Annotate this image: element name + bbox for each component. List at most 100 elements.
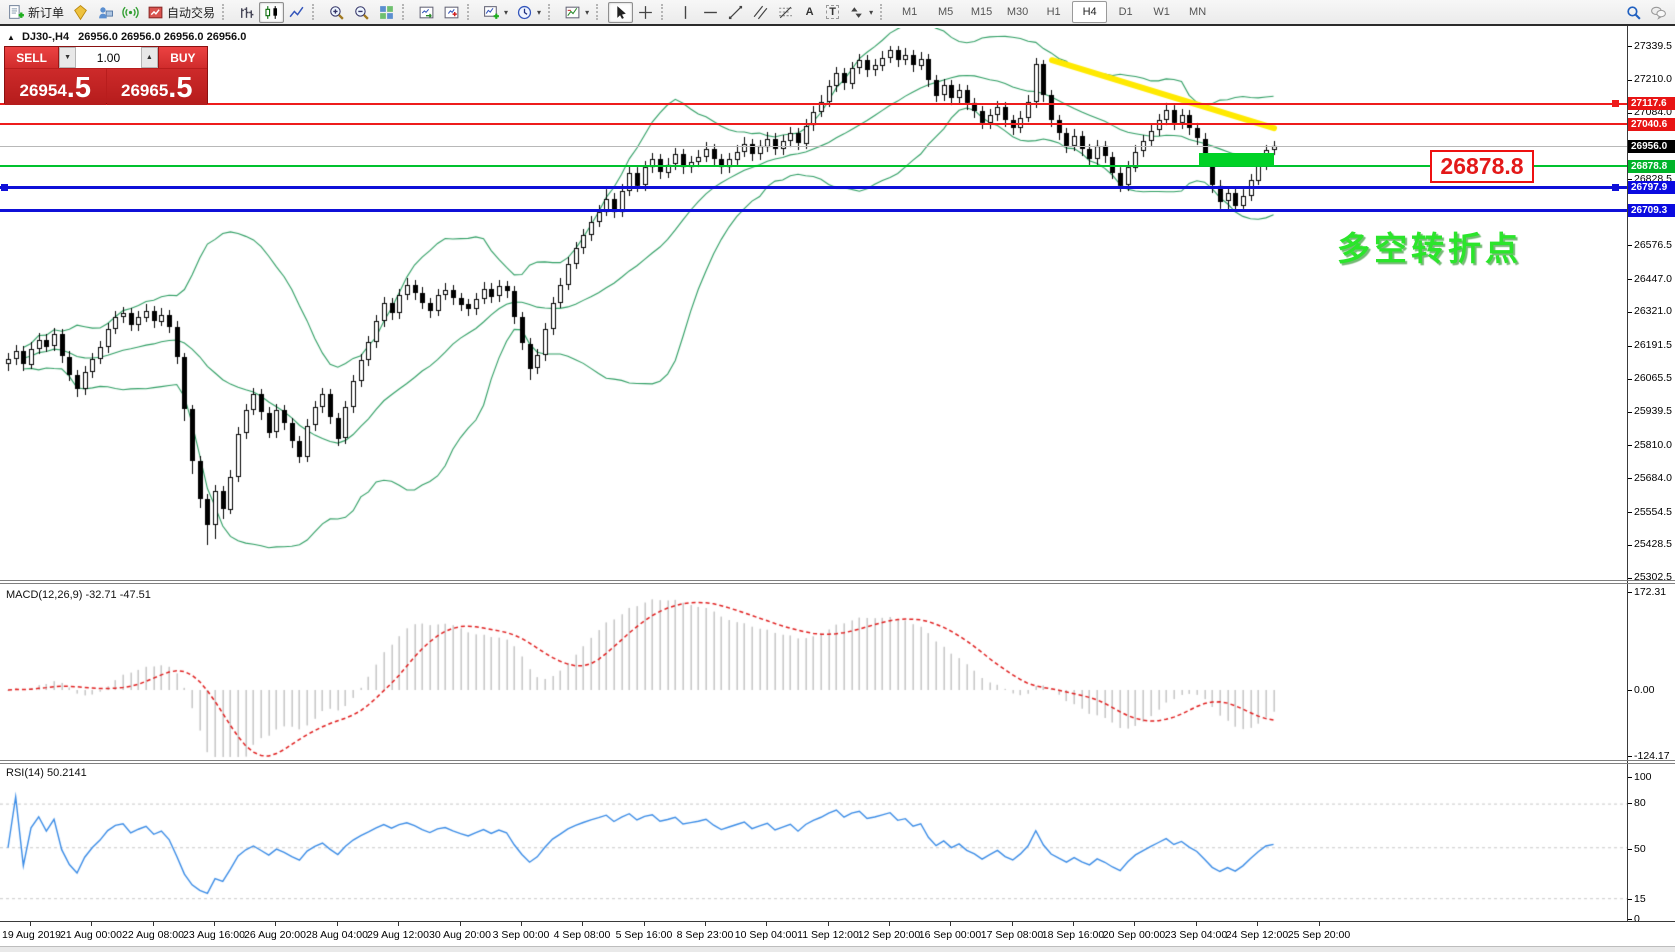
chart-area[interactable]: ▲ DJ30-,H4 26956.0 26956.0 26956.0 26956… (0, 26, 1675, 951)
time-label[interactable]: 23 Sep 04:00 (1165, 929, 1227, 941)
chat-button[interactable] (1646, 2, 1671, 23)
timeframe-m5[interactable]: M5 (928, 1, 963, 23)
vertical-line-button[interactable] (673, 2, 698, 23)
rsi-canvas[interactable] (0, 764, 1627, 920)
zoom-in-button[interactable] (324, 2, 349, 23)
time-label[interactable]: 24 Sep 12:00 (1226, 929, 1288, 941)
price-tick-label: 25554.5 (1634, 506, 1672, 518)
time-label[interactable]: 25 Sep 20:00 (1288, 929, 1350, 941)
time-label[interactable]: 3 Sep 00:00 (493, 929, 550, 941)
collapse-icon[interactable]: ▲ (7, 33, 15, 42)
community-button[interactable] (93, 2, 118, 23)
periods-button[interactable]: ▾ (512, 2, 545, 23)
time-label[interactable]: 26 Aug 20:00 (244, 929, 306, 941)
new-order-button[interactable]: 新订单 (4, 2, 68, 23)
time-label[interactable]: 21 Aug 00:00 (60, 929, 122, 941)
time-label[interactable]: 22 Aug 08:00 (122, 929, 184, 941)
time-label[interactable]: 18 Sep 16:00 (1042, 929, 1104, 941)
horizontal-line-26956[interactable] (0, 146, 1627, 147)
sell-price[interactable]: 26954 .5 (5, 69, 106, 105)
panel-separator[interactable] (0, 583, 1675, 584)
zoom-out-icon (353, 4, 370, 21)
time-tick (828, 922, 829, 926)
toolbar-grip (548, 4, 557, 20)
cursor-button[interactable] (608, 2, 633, 23)
chart-shift-button[interactable] (439, 2, 464, 23)
panel-separator[interactable] (0, 760, 1675, 761)
time-label[interactable]: 19 Aug 2019 (2, 929, 61, 941)
time-label[interactable]: 23 Aug 16:00 (183, 929, 245, 941)
horizontal-line-26709.3[interactable] (0, 209, 1627, 212)
time-label[interactable]: 20 Sep 00:00 (1103, 929, 1165, 941)
text-label-button[interactable]: T (821, 2, 844, 23)
templates-button[interactable]: ▾ (560, 2, 593, 23)
time-label[interactable]: 17 Sep 08:00 (981, 929, 1043, 941)
sell-button[interactable]: SELL (5, 47, 59, 68)
signals-button[interactable] (118, 2, 143, 23)
time-label[interactable]: 12 Sep 20:00 (858, 929, 920, 941)
price-tick (1628, 578, 1632, 579)
price-tick-label: 26576.5 (1634, 239, 1672, 251)
support-zone-bar[interactable] (1199, 153, 1274, 166)
timeframe-m30[interactable]: M30 (1000, 1, 1035, 23)
time-tick (889, 922, 890, 926)
macd-canvas[interactable] (0, 584, 1627, 760)
main-chart-canvas[interactable] (0, 28, 1627, 580)
line-marker[interactable] (1, 184, 8, 191)
add-indicator-button[interactable]: ▾ (479, 2, 512, 23)
horizontal-line-26797.9[interactable] (0, 186, 1627, 189)
time-label[interactable]: 5 Sep 16:00 (616, 929, 673, 941)
price-tick-label: 26065.5 (1634, 372, 1672, 384)
volume-up-button[interactable]: ▲ (141, 47, 158, 68)
time-label[interactable]: 11 Sep 12:00 (797, 929, 859, 941)
horizontal-line-27117.6[interactable] (0, 103, 1627, 105)
zoom-out-button[interactable] (349, 2, 374, 23)
panel-separator[interactable] (0, 763, 1675, 764)
line-marker[interactable] (1612, 100, 1619, 107)
timeframe-d1[interactable]: D1 (1108, 1, 1143, 23)
autotrading-button[interactable]: 自动交易 (143, 2, 219, 23)
horizontal-line-button[interactable] (698, 2, 723, 23)
timeframe-h4[interactable]: H4 (1072, 1, 1107, 23)
trendline-button[interactable] (723, 2, 748, 23)
time-label[interactable]: 30 Aug 20:00 (429, 929, 491, 941)
auto-scroll-button[interactable] (414, 2, 439, 23)
metaeditor-button[interactable] (68, 2, 93, 23)
timeframe-m15[interactable]: M15 (964, 1, 999, 23)
line-marker[interactable] (1612, 184, 1619, 191)
window-bottom-strip (0, 946, 1675, 952)
price-chip: 26709.3 (1628, 204, 1675, 217)
timeframe-h1[interactable]: H1 (1036, 1, 1071, 23)
toolbar-grip (402, 4, 411, 20)
timeframe-w1[interactable]: W1 (1144, 1, 1179, 23)
crosshair-button[interactable] (633, 2, 658, 23)
toolbar: 新订单 自动交易 ▾ ▾ ▾ A T (0, 0, 1675, 24)
price-callout[interactable]: 26878.8 (1430, 150, 1534, 183)
fibonacci-button[interactable] (773, 2, 798, 23)
arrows-button[interactable]: ▾ (844, 2, 877, 23)
timeframe-mn[interactable]: MN (1180, 1, 1215, 23)
candlestick-button[interactable] (259, 2, 284, 23)
bar-chart-button[interactable] (234, 2, 259, 23)
time-label[interactable]: 16 Sep 00:00 (919, 929, 981, 941)
panel-separator[interactable] (0, 580, 1675, 581)
time-label[interactable]: 4 Sep 08:00 (554, 929, 611, 941)
line-chart-button[interactable] (284, 2, 309, 23)
text-button[interactable]: A (798, 2, 821, 23)
time-label[interactable]: 29 Aug 12:00 (367, 929, 429, 941)
volume-input[interactable]: 1.00 (76, 47, 141, 68)
volume-down-button[interactable]: ▼ (59, 47, 76, 68)
time-label[interactable]: 8 Sep 23:00 (677, 929, 734, 941)
horizontal-line-27040.6[interactable] (0, 123, 1627, 125)
time-label[interactable]: 10 Sep 04:00 (735, 929, 797, 941)
buy-button[interactable]: BUY (158, 47, 207, 68)
search-button[interactable] (1621, 2, 1646, 23)
toolbar-grip (596, 4, 605, 20)
timeframe-m1[interactable]: M1 (892, 1, 927, 23)
horizontal-line-26878.8[interactable] (0, 165, 1627, 167)
equidistant-channel-button[interactable] (748, 2, 773, 23)
price-tick (1628, 412, 1632, 413)
buy-price[interactable]: 26965 .5 (107, 69, 208, 105)
time-label[interactable]: 28 Aug 04:00 (306, 929, 368, 941)
tile-windows-button[interactable] (374, 2, 399, 23)
